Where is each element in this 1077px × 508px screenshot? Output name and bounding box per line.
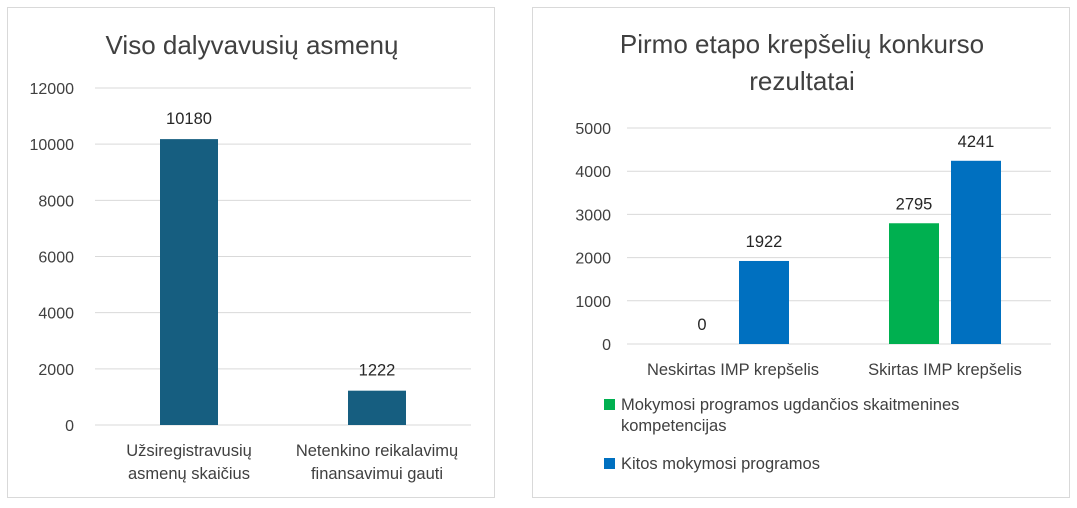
category-label: Užsiregistravusių asmenų skaičius	[126, 442, 252, 483]
participants-chart: Viso dalyvavusių asmenų 12000 10000 8000 60…	[30, 30, 471, 483]
data-label: 1922	[746, 233, 783, 251]
y-tick-label: 2000	[38, 362, 74, 379]
legend-swatch	[604, 458, 615, 469]
legend-entry-line: Mokymosi programos ugdančios skaitmenine…	[621, 396, 959, 414]
legend-entry: Mokymosi programos ugdančios skaitmenine…	[621, 396, 959, 435]
y-tick-label: 12000	[30, 81, 75, 98]
y-tick-label: 0	[65, 418, 74, 435]
bar	[951, 160, 1001, 344]
y-tick-label: 10000	[30, 137, 75, 154]
y-tick-label: 1000	[575, 294, 611, 311]
category-label: Skirtas IMP krepšelis	[868, 361, 1022, 379]
legend-entry-line: Kitos mokymosi programos	[621, 455, 820, 473]
category-label-line: Netenkino reikalavimų	[296, 442, 458, 460]
category-label-line: Užsiregistravusių	[126, 442, 252, 460]
y-tick-label: 6000	[38, 250, 74, 267]
bar	[889, 223, 939, 344]
category-label-line: asmenų skaičius	[128, 465, 250, 483]
bar	[739, 260, 789, 344]
data-label: 0	[697, 316, 706, 334]
chart-panel-basket-results: Pirmo etapo krepšelių konkurso rezultatai…	[532, 7, 1070, 498]
basket-results-chart: Pirmo etapo krepšelių konkurso rezultatai…	[575, 29, 1051, 473]
y-tick-label: 2000	[575, 251, 611, 268]
bar	[160, 139, 218, 425]
y-tick-label: 4000	[575, 164, 611, 181]
data-label: 4241	[958, 133, 995, 151]
y-tick-label: 4000	[38, 306, 74, 323]
chart-title: Pirmo etapo krepšelių konkurso rezultatai	[620, 29, 984, 96]
legend-entry-line: kompetencijas	[621, 417, 726, 435]
chart-title-line: rezultatai	[749, 66, 855, 96]
data-label: 2795	[896, 195, 933, 213]
category-label: Netenkino reikalavimų finansavimui gauti	[296, 442, 458, 483]
legend-entry: Kitos mokymosi programos	[621, 455, 820, 473]
category-label-line: finansavimui gauti	[311, 465, 443, 483]
y-tick-label: 3000	[575, 207, 611, 224]
y-tick-label: 0	[602, 337, 611, 354]
chart-title-line: Pirmo etapo krepšelių konkurso	[620, 29, 984, 59]
legend-swatch	[604, 399, 615, 410]
chart-title: Viso dalyvavusių asmenų	[106, 30, 399, 60]
data-label: 1222	[359, 362, 396, 380]
chart-panel-participants: Viso dalyvavusių asmenų 12000 10000 8000 60…	[7, 7, 495, 498]
data-label: 10180	[166, 110, 212, 128]
y-tick-label: 5000	[575, 121, 611, 138]
bar	[348, 390, 406, 425]
y-tick-label: 8000	[38, 193, 74, 210]
category-label: Neskirtas IMP krepšelis	[647, 361, 819, 379]
